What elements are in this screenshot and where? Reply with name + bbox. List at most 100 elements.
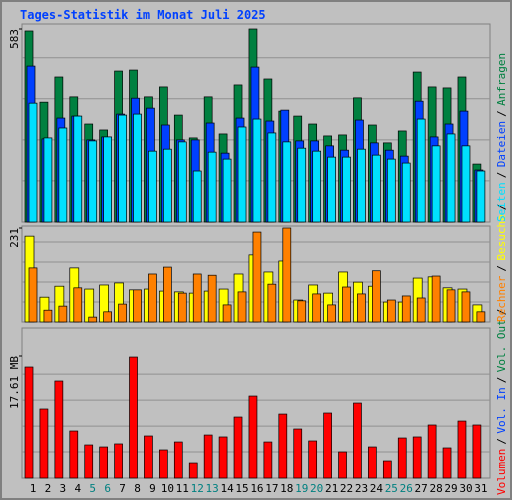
bar [58,305,68,323]
bar [24,366,34,479]
x-tick-label: 22 [340,482,353,495]
bar [43,137,53,223]
bar [103,311,113,323]
bar [148,273,157,323]
bar [297,147,307,223]
bar [28,267,38,323]
bar [327,156,336,223]
legend-label: Volumen [495,449,508,495]
x-tick-label: 26 [400,482,413,495]
bar [88,140,98,223]
bar [446,289,456,323]
y-tick-label: 231 [8,228,21,248]
bar [233,416,243,479]
x-tick-label: 13 [206,482,219,495]
x-tick-label: 23 [355,482,368,495]
bar [207,151,217,223]
legend-separator: / [495,172,508,179]
bar [252,231,262,323]
bar [133,113,142,223]
bar [372,154,381,223]
legend-label: Dateien [495,121,508,167]
chart-title: Tages-Statistik im Monat Juli 2025 [20,8,266,22]
x-tick-label: 2 [45,482,52,495]
bar [386,158,396,223]
legend-label: Rechner [495,275,508,322]
bar [431,145,441,223]
x-tick-label: 11 [176,482,189,495]
bar [192,273,202,323]
legend-label: Seiten [495,182,508,222]
bar [431,275,441,323]
bar [263,441,273,479]
legend-separator: / [495,204,508,211]
y-tick-label: 583 [8,29,21,49]
bar [118,303,127,323]
x-tick-label: 27 [415,482,428,495]
x-tick-label: 12 [191,482,204,495]
x-tick-label: 18 [280,482,293,495]
x-tick-label: 29 [444,482,457,495]
bar [73,287,83,323]
bar [323,412,332,479]
bar [148,150,157,223]
bar [476,170,486,223]
x-tick-label: 20 [310,482,323,495]
x-tick-label: 10 [161,482,174,495]
x-tick-label: 25 [385,482,398,495]
x-tick-label: 14 [220,482,234,495]
legend-separator: / [495,309,508,316]
x-tick-label: 17 [265,482,278,495]
bar [237,291,247,323]
bar [368,446,377,479]
bar [88,316,98,323]
bar [159,449,168,479]
bar [476,311,486,323]
bar [442,447,452,479]
bar [342,286,351,323]
x-tick-label: 4 [74,482,81,495]
bar [401,162,411,223]
x-tick-label: 21 [325,482,338,495]
bar [412,436,422,479]
y-tick-label: 17.61 MB [8,356,21,409]
bar [267,283,277,323]
bar [144,435,153,479]
legend-label: Vol. In [495,387,508,433]
x-tick-label: 31 [474,482,487,495]
bar [461,145,471,223]
bar [222,304,232,323]
bar [401,295,411,323]
bar [207,274,217,323]
bar [357,148,366,223]
bar [43,309,53,323]
bar [73,115,83,223]
bar [114,443,123,479]
x-tick-label: 7 [119,482,126,495]
bar [293,428,303,479]
bar [39,408,49,479]
bar [248,395,258,479]
bar [312,293,322,323]
bar [173,441,183,479]
bar [58,127,68,223]
x-tick-label: 3 [60,482,67,495]
bar [237,126,247,223]
bar [192,170,202,223]
bar [69,430,79,479]
bar [133,289,142,323]
bar [203,434,213,479]
bar [177,141,187,223]
legend-label: Besuche [495,214,508,260]
x-tick-label: 9 [149,482,156,495]
bar [188,462,198,479]
bar [342,156,351,223]
bar [297,300,307,323]
bar [282,141,292,223]
legend-separator: / [495,110,508,117]
legend-label: Vol. Out [495,319,508,372]
bar [252,118,262,223]
legend-separator: / [495,377,508,384]
